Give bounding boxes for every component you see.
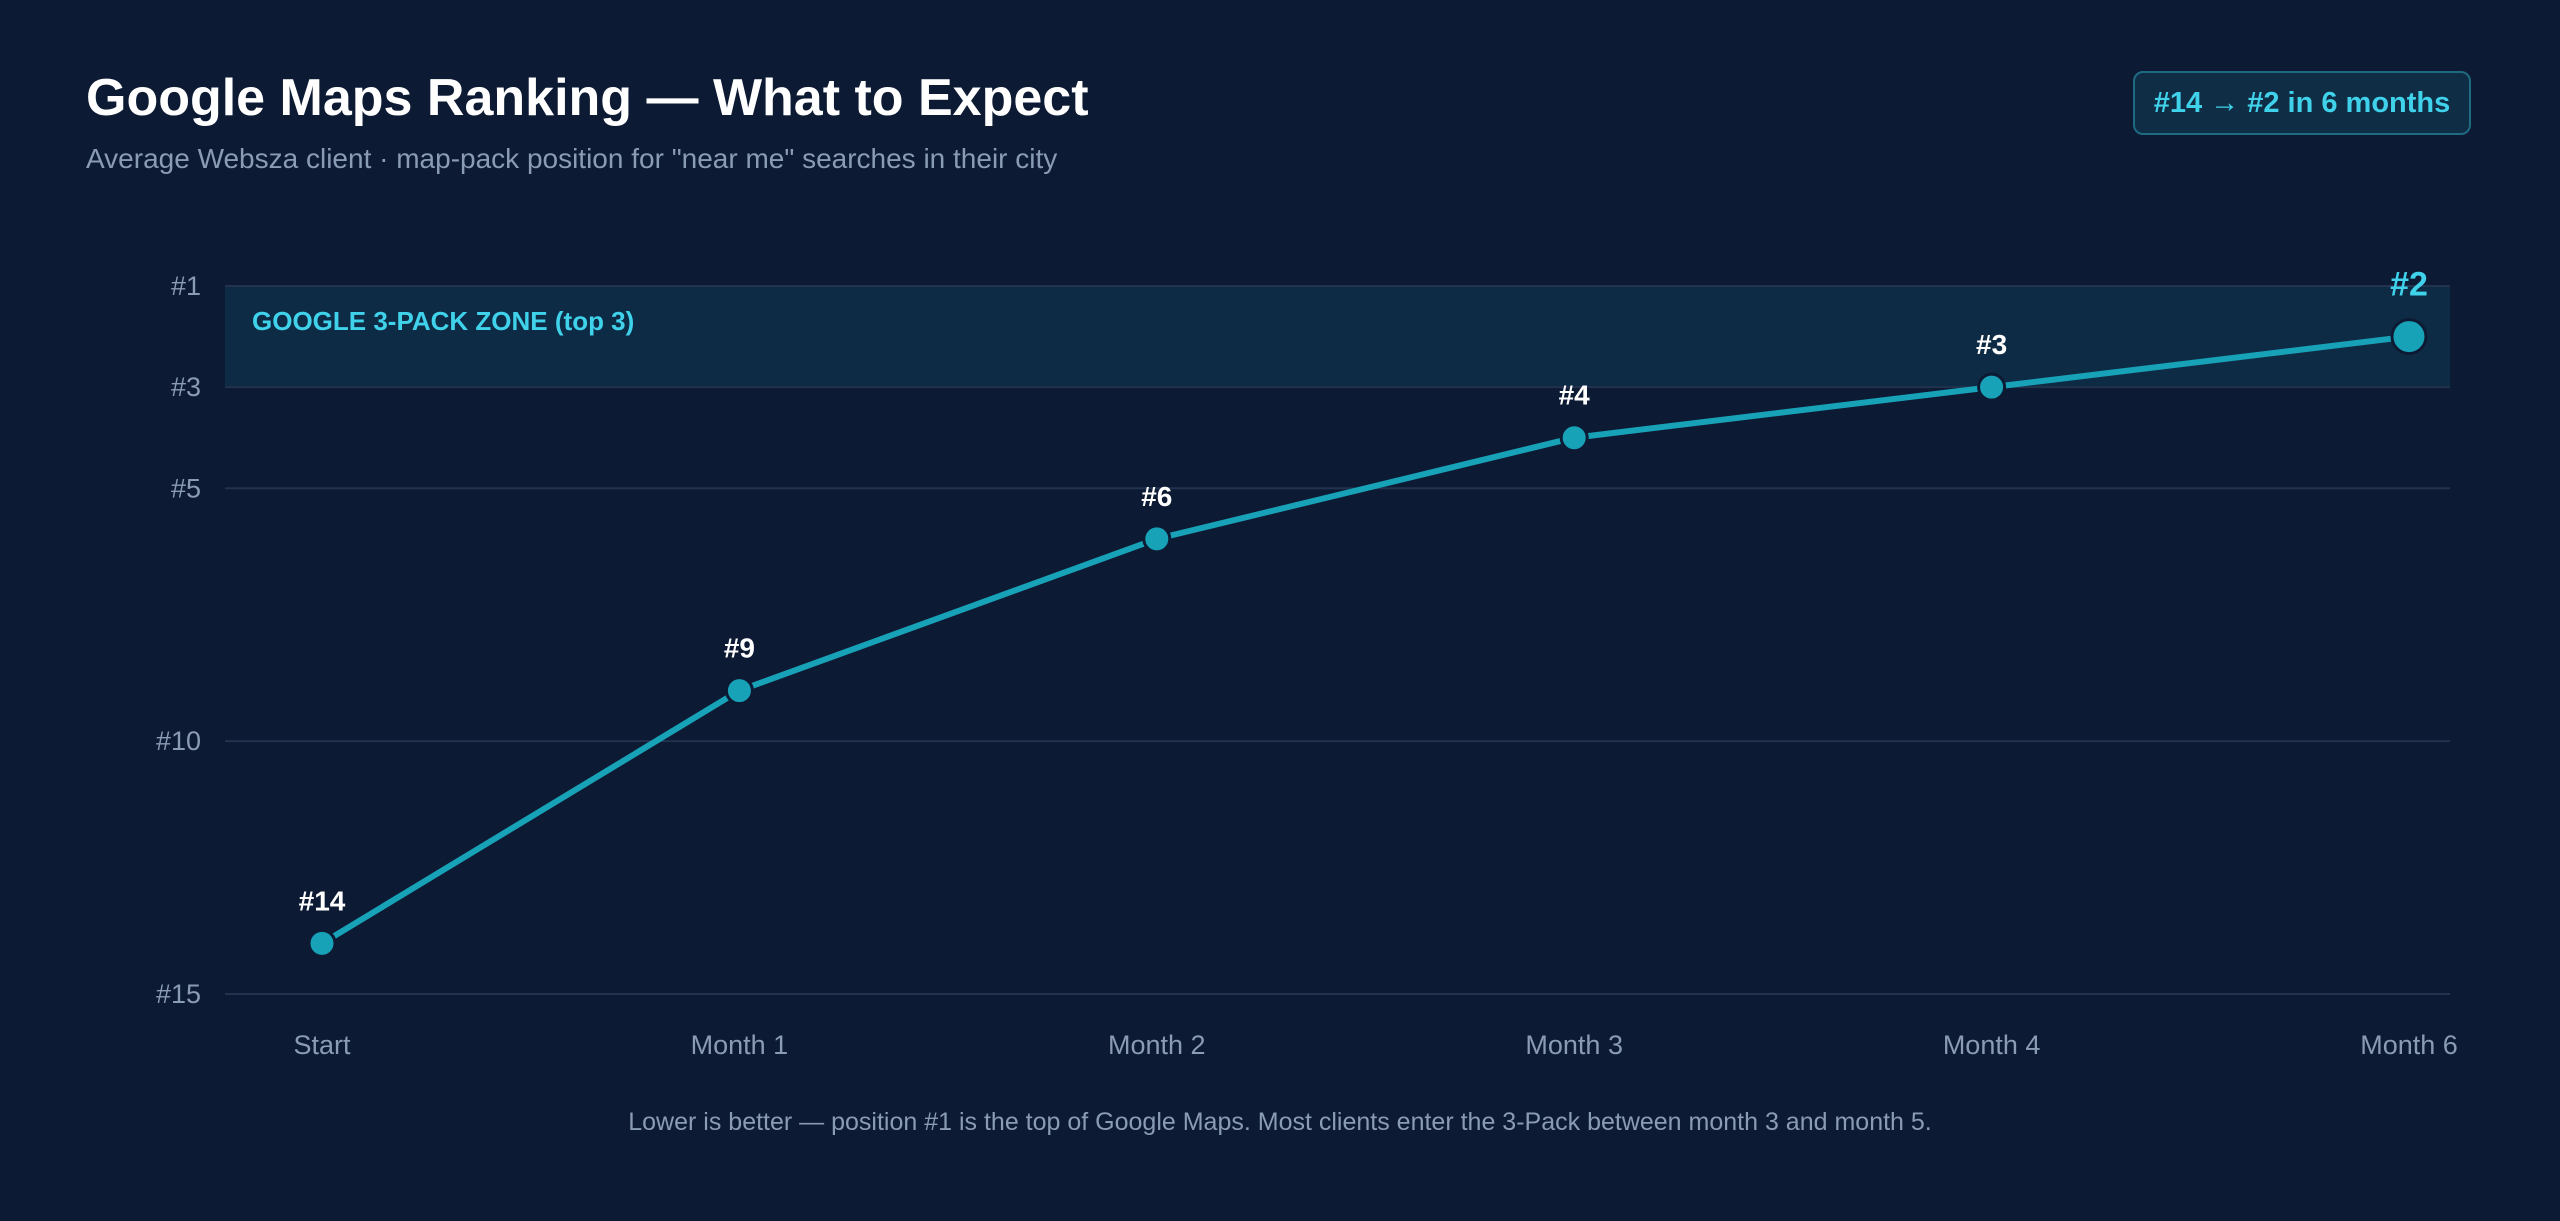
data-point [1142, 524, 1172, 554]
x-tick-label: Month 2 [1108, 1030, 1206, 1060]
y-tick-label: #15 [156, 979, 201, 1009]
data-label: #9 [724, 633, 755, 664]
data-label: #14 [299, 885, 346, 916]
result-badge: #14 → #2 in 6 months [2133, 71, 2471, 135]
x-tick-label: Month 6 [2360, 1030, 2458, 1060]
three-pack-zone-label: GOOGLE 3-PACK ZONE (top 3) [252, 306, 634, 336]
data-label: #4 [1559, 380, 1591, 411]
data-point [1559, 423, 1589, 453]
data-point [307, 928, 337, 958]
data-label: #3 [1976, 329, 2007, 360]
chart-footnote: Lower is better — position #1 is the top… [628, 1108, 1932, 1136]
x-tick-label: Month 3 [1525, 1030, 1623, 1060]
data-point [1977, 372, 2007, 402]
y-tick-label: #3 [171, 372, 201, 402]
three-pack-zone [225, 286, 2450, 388]
y-tick-label: #10 [156, 726, 201, 756]
x-tick-label: Month 1 [691, 1030, 789, 1060]
data-label: #2 [2390, 266, 2428, 304]
data-label: #6 [1141, 481, 1172, 512]
x-tick-label: Start [293, 1030, 351, 1060]
series-line [319, 333, 2412, 947]
chart-subtitle: Average Websza client · map-pack positio… [86, 143, 1058, 174]
y-tick-label: #5 [171, 473, 201, 503]
data-point [724, 676, 754, 706]
y-tick-label: #1 [171, 271, 201, 301]
data-point [2390, 318, 2428, 356]
x-tick-label: Month 4 [1943, 1030, 2041, 1060]
chart-title: Google Maps Ranking — What to Expect [86, 69, 1089, 127]
